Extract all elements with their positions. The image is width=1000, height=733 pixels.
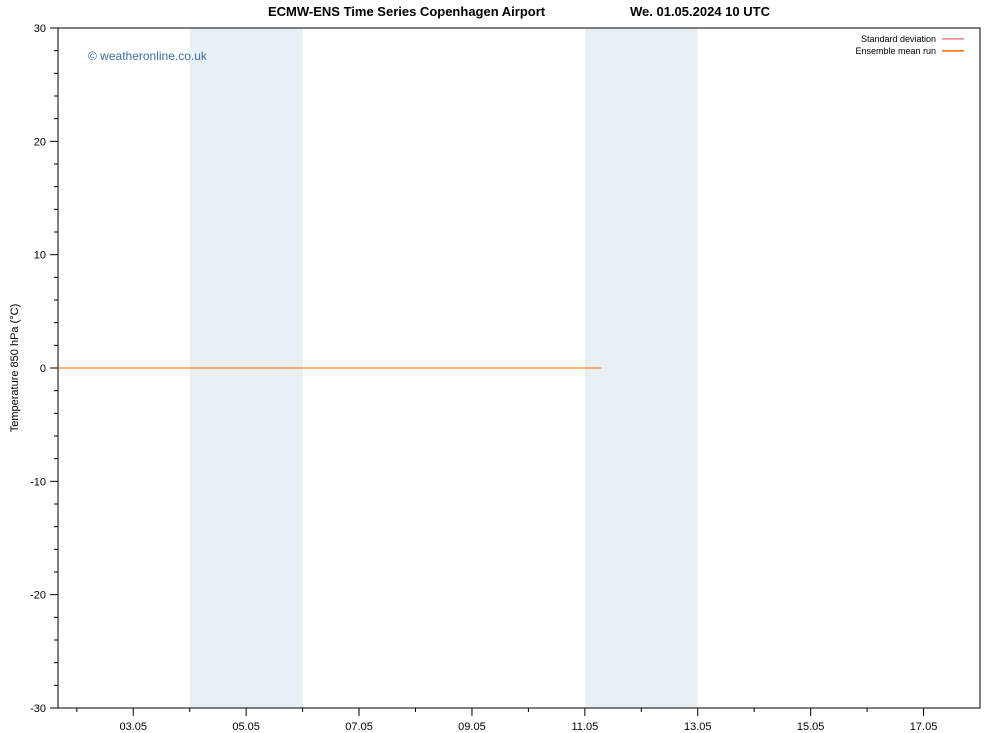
x-tick-label: 09.05	[458, 721, 486, 733]
x-tick-label: 17.05	[910, 721, 938, 733]
watermark-text: © weatheronline.co.uk	[88, 49, 208, 63]
y-tick-label: -20	[30, 590, 46, 602]
legend-label: Standard deviation	[861, 34, 936, 44]
legend-label: Ensemble mean run	[855, 46, 936, 56]
y-tick-label: 0	[40, 363, 46, 375]
y-tick-label: -10	[30, 476, 46, 488]
y-tick-label: 20	[34, 136, 46, 148]
legend: Standard deviation Ensemble mean run	[855, 34, 964, 56]
x-tick-label: 15.05	[797, 721, 825, 733]
y-tick-label: -30	[30, 703, 46, 715]
y-axis-label: Temperature 850 hPa (°C)	[9, 304, 21, 433]
chart-svg: -30 -20 -10 0 10 20 30 Temperature 850 hPa (°C)…	[0, 0, 1000, 733]
x-axis-ticks: 03.05 05.05 07.05 09.05 11.05 13.05 15.05 17.05	[77, 708, 938, 733]
x-tick-label: 11.05	[571, 721, 598, 733]
x-tick-label: 03.05	[119, 721, 147, 733]
y-tick-label: 10	[34, 250, 46, 262]
chart-title-right: We. 01.05.2024 10 UTC	[630, 4, 771, 19]
x-tick-label: 05.05	[232, 721, 260, 733]
chart-container: -30 -20 -10 0 10 20 30 Temperature 850 hPa (°C)…	[0, 0, 1000, 733]
x-tick-label: 07.05	[345, 721, 373, 733]
x-tick-label: 13.05	[684, 721, 712, 733]
y-axis-ticks: -30 -20 -10 0 10 20 30	[30, 23, 988, 715]
chart-title-left: ECMW-ENS Time Series Copenhagen Airport	[268, 4, 546, 19]
y-tick-label: 30	[34, 23, 46, 35]
